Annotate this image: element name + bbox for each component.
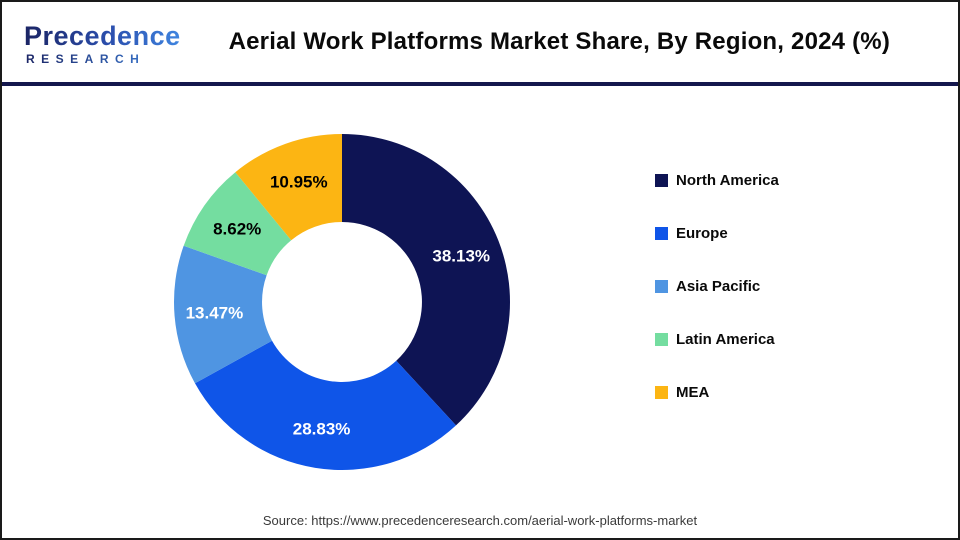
legend-label: North America [676,172,779,189]
legend-label: Latin America [676,331,775,348]
pie-slice-europe [194,340,457,470]
legend: North America Europe Asia Pacific Latin Ame… [655,172,779,401]
legend-label: Europe [676,225,728,242]
pie-slice-mea [235,134,342,241]
slice-label-europe: 28.83% [293,419,351,438]
title-wrap: Aerial Work Platforms Market Share, By R… [181,28,958,56]
pie-slice-asia-pacific [173,245,273,384]
legend-item-latin-america: Latin America [655,331,779,348]
legend-swatch-icon [655,333,668,346]
slice-label-asia-pacific: 13.47% [186,304,244,323]
header-divider [2,82,958,86]
logo-wordmark: Precedence [24,21,181,51]
page-title: Aerial Work Platforms Market Share, By R… [228,28,891,55]
pie-slice-north-america [342,134,510,426]
slice-label-north-america: 38.13% [432,246,490,265]
slice-label-mea: 10.95% [270,173,328,192]
legend-swatch-icon [655,386,668,399]
legend-label: Asia Pacific [676,278,761,295]
precedence-logo: Precedence RESEARCH [2,19,181,66]
pie-slice-latin-america [183,172,292,276]
source-line: Source: https://www.precedenceresearch.c… [262,513,698,528]
legend-swatch-icon [655,174,668,187]
legend-item-mea: MEA [655,384,779,401]
legend-label: MEA [676,384,710,401]
legend-swatch-icon [655,227,668,240]
legend-swatch-icon [655,280,668,293]
slice-label-latin-america: 8.62% [213,220,261,239]
legend-item-asia-pacific: Asia Pacific [655,278,779,295]
legend-item-north-america: North America [655,172,779,189]
legend-item-europe: Europe [655,225,779,242]
logo-tagline: RESEARCH [24,53,181,65]
donut-chart: 38.13% 28.83% 13.47% 8.62% 10.95% [173,134,510,470]
header: Precedence RESEARCH Aerial Work Platform… [2,2,958,82]
